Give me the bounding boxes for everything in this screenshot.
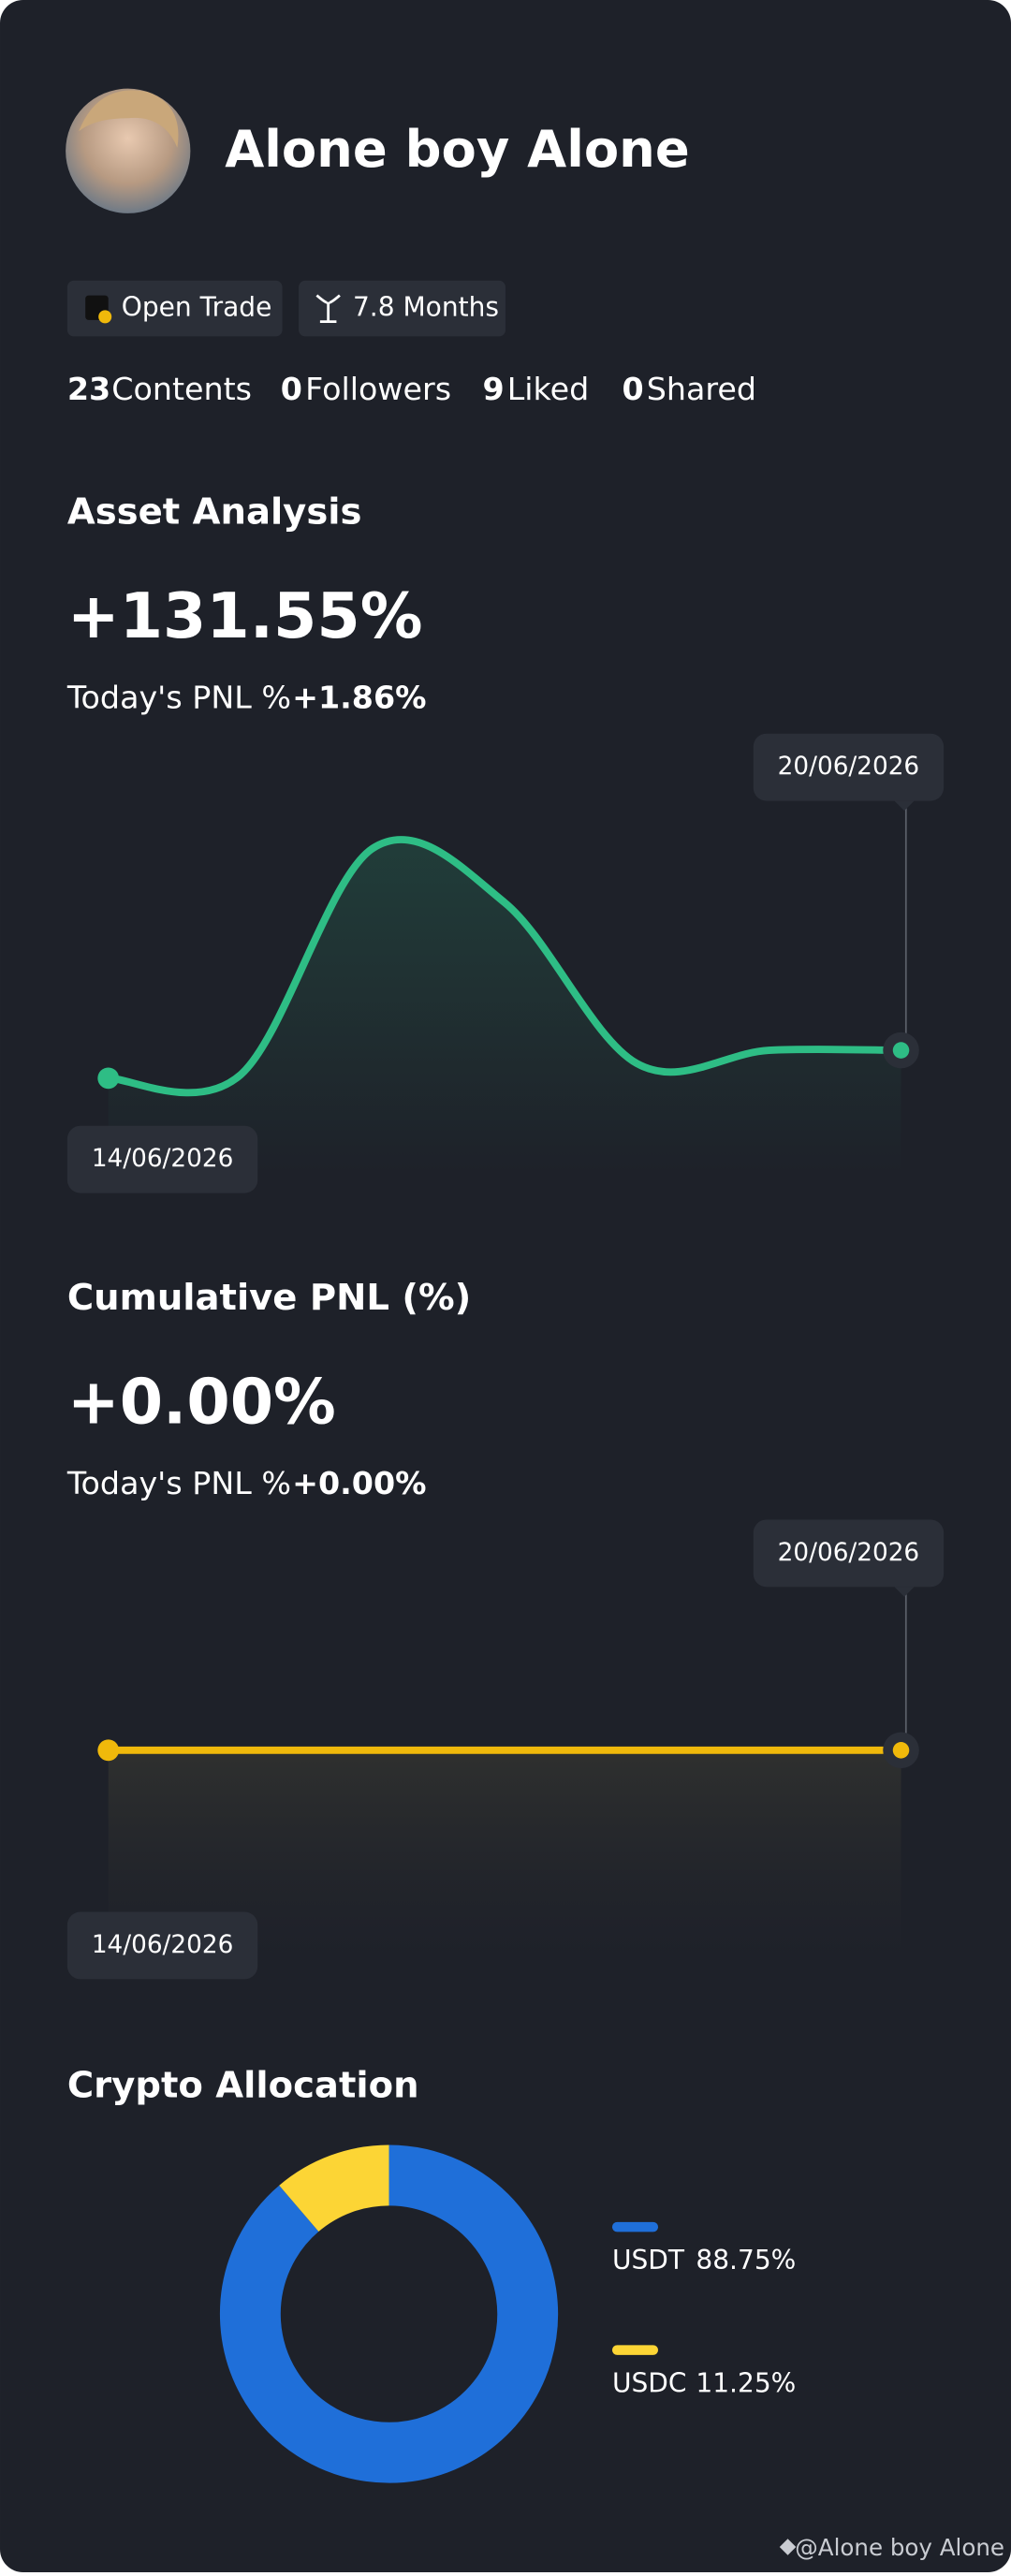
headline-value: +0.00% <box>67 1366 336 1439</box>
stat-label: Liked <box>507 371 590 407</box>
tag <box>299 280 506 337</box>
date-label: 20/06/2026 <box>778 1539 919 1567</box>
legend-swatch <box>611 2221 659 2232</box>
stat-label: Shared <box>647 371 756 407</box>
section-title: Asset Analysis <box>67 490 362 533</box>
legend-swatch <box>611 2345 659 2355</box>
end-point <box>892 1042 910 1059</box>
date-label: 14/06/2026 <box>92 1145 233 1173</box>
area <box>108 839 901 1174</box>
tag-label: 7.8 Months <box>353 292 499 323</box>
donut-segment <box>279 2144 390 2232</box>
date-label: 14/06/2026 <box>92 1931 233 1959</box>
stat-value: 9 <box>482 371 504 407</box>
pnl-value: +1.86% <box>292 679 426 715</box>
avatar-hair <box>79 90 179 148</box>
donut-segment <box>219 2144 559 2483</box>
stat-label: Followers <box>305 371 451 407</box>
pnl-value: +0.00% <box>292 1465 426 1501</box>
end-point <box>892 1742 910 1759</box>
stat-label: Contents <box>111 371 252 407</box>
stat-value: 23 <box>67 371 110 407</box>
tag-label: Open Trade <box>122 292 272 323</box>
date-bubble <box>753 1519 945 1588</box>
legend-value: 88.75% <box>696 2245 796 2276</box>
start-point <box>97 1067 120 1090</box>
tag-icon-badge <box>98 310 112 324</box>
date-bubble <box>753 733 945 801</box>
tag-icon <box>315 294 341 324</box>
legend-label: USDC <box>612 2367 687 2398</box>
area <box>108 1749 901 1960</box>
date-label: 20/06/2026 <box>778 753 919 781</box>
date-bubble <box>66 1911 258 1980</box>
stat-value: 0 <box>622 371 643 407</box>
stat-value: 0 <box>281 371 302 407</box>
bubble-pointer <box>894 800 915 812</box>
headline-value: +131.55% <box>67 579 423 652</box>
bubble-pointer <box>894 1587 915 1597</box>
pnl-label: Today's PNL % <box>66 679 291 715</box>
section-title: Cumulative PNL (%) <box>67 1277 471 1319</box>
profile-name: Alone boy Alone <box>225 120 689 179</box>
line <box>104 835 905 1097</box>
tag <box>66 280 283 337</box>
start-point <box>97 1739 120 1762</box>
footer-logo <box>779 2539 797 2555</box>
section-title: Crypto Allocation <box>67 2065 419 2107</box>
legend-value: 11.25% <box>696 2367 796 2398</box>
date-bubble <box>66 1125 258 1193</box>
footer: @Alone boy Alone <box>795 2534 1004 2561</box>
legend-label: USDT <box>612 2245 685 2276</box>
pnl-label: Today's PNL % <box>66 1465 291 1501</box>
